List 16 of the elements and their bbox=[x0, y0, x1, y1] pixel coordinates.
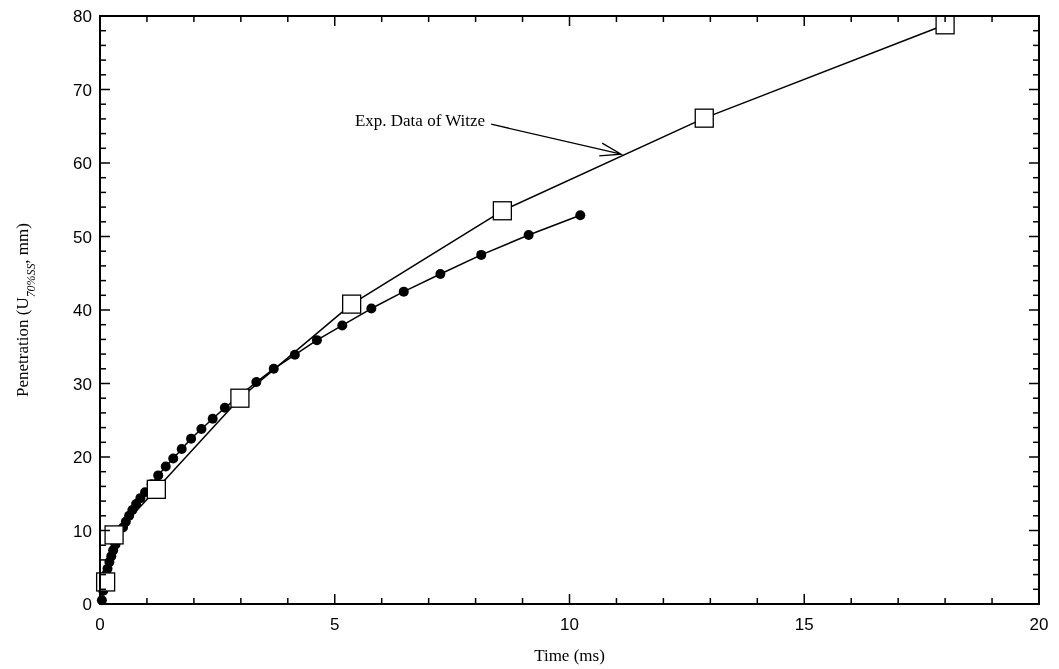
y-tick-label: 70 bbox=[73, 80, 92, 100]
y-tick-label: 80 bbox=[73, 7, 92, 26]
x-tick-label: 0 bbox=[95, 615, 105, 634]
y-tick-label: 30 bbox=[73, 374, 92, 394]
x-tick-label: 5 bbox=[330, 615, 340, 634]
y-tick-label: 60 bbox=[73, 154, 92, 173]
x-tick-label: 20 bbox=[1029, 615, 1049, 634]
x-axis-title: Time (ms) bbox=[534, 646, 605, 665]
x-tick-label: 10 bbox=[560, 615, 579, 634]
y-tick-label: 0 bbox=[82, 595, 92, 614]
y-tick-label: 50 bbox=[73, 227, 92, 247]
annotation: Exp. Data of Witze bbox=[354, 111, 486, 131]
x-tick-label: 15 bbox=[794, 615, 814, 634]
y-tick-label: 10 bbox=[73, 521, 92, 541]
y-tick-label: 20 bbox=[73, 448, 92, 467]
y-tick-label: 40 bbox=[73, 301, 92, 320]
